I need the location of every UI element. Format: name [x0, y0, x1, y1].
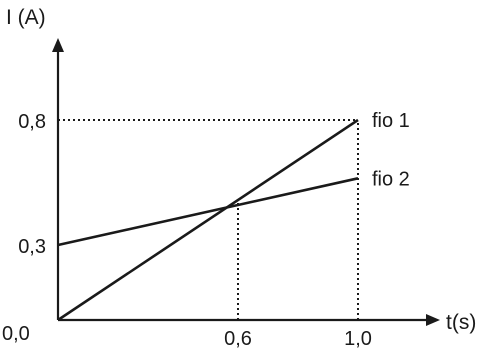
series-label-fio-1: fio 1 [372, 110, 410, 132]
origin-label: 0,0 [2, 323, 30, 345]
series-label-fio-2: fio 2 [372, 168, 410, 190]
series-line-fio-2 [57, 177, 359, 247]
x-axis-title: t(s) [446, 311, 476, 334]
y-tick-label: 0,3 [18, 236, 46, 258]
y-axis-arrow-icon [52, 38, 64, 52]
x-tick-label: 1,0 [344, 328, 372, 349]
x-tick-label: 0,6 [224, 328, 252, 349]
y-tick-label: 0,8 [18, 111, 46, 133]
y-axis-title: I (A) [6, 6, 46, 29]
series-line-fio-1 [57, 118, 359, 322]
x-axis-arrow-icon [426, 314, 440, 326]
reference-lines [58, 119, 359, 320]
series-lines [57, 118, 359, 322]
